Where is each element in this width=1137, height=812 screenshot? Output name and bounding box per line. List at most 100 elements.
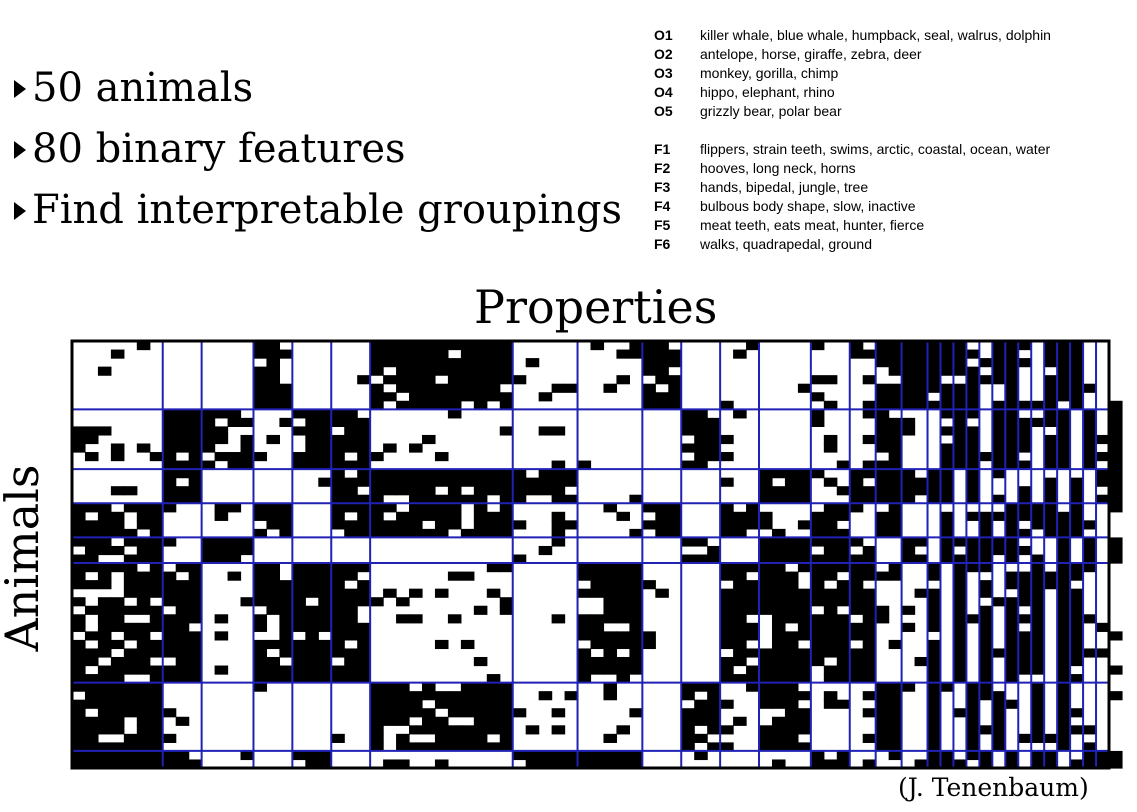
matrix-cell — [84, 674, 99, 684]
matrix-cell — [707, 725, 721, 735]
matrix-cell — [629, 631, 643, 641]
matrix-cell — [1005, 417, 1019, 427]
matrix-cell — [136, 639, 151, 650]
matrix-cell — [707, 452, 721, 462]
matrix-cell — [240, 434, 255, 445]
matrix-cell — [292, 571, 306, 581]
legend-code: F4 — [654, 198, 671, 214]
matrix-cell — [1018, 434, 1032, 445]
matrix-cell — [344, 503, 358, 513]
matrix-cell — [175, 750, 190, 761]
matrix-cell — [1057, 639, 1071, 650]
matrix-cell — [875, 434, 890, 445]
matrix-cell — [681, 409, 695, 419]
matrix-cell — [473, 691, 488, 701]
matrix-cell — [681, 682, 695, 692]
matrix-cell — [253, 682, 268, 692]
matrix-cell — [292, 656, 306, 667]
matrix-cell — [927, 605, 942, 615]
matrix-cell — [668, 375, 682, 385]
matrix-cell — [875, 725, 890, 735]
matrix-cell — [966, 452, 980, 462]
matrix-cell — [97, 580, 112, 590]
matrix-cell — [318, 674, 332, 684]
matrix-cell — [901, 622, 916, 632]
matrix-cell — [1083, 460, 1097, 470]
matrix-cell — [875, 699, 890, 709]
matrix-cell — [318, 563, 332, 573]
matrix-cell — [823, 511, 838, 521]
matrix-cell — [396, 708, 410, 718]
matrix-cell — [888, 520, 903, 530]
matrix-cell — [836, 545, 851, 556]
matrix-cell — [616, 605, 630, 615]
matrix-cell — [616, 349, 630, 359]
matrix-cell — [396, 716, 410, 726]
matrix-cell — [1031, 511, 1045, 521]
matrix-cell — [123, 580, 138, 590]
matrix-cell — [292, 648, 306, 658]
matrix-cell — [953, 460, 968, 470]
matrix-cell — [136, 537, 151, 547]
matrix-cell — [383, 520, 397, 530]
matrix-cell — [318, 588, 332, 598]
matrix-cell — [188, 477, 203, 487]
matrix-cell — [810, 648, 825, 658]
matrix-cell — [901, 349, 916, 359]
matrix-cell — [629, 622, 643, 632]
matrix-cell — [642, 520, 656, 530]
matrix-cell — [629, 563, 643, 573]
matrix-cell — [447, 520, 462, 530]
matrix-cell — [629, 605, 643, 615]
matrix-cell — [253, 366, 268, 376]
matrix-cell — [110, 682, 125, 692]
matrix-cell — [810, 375, 825, 385]
matrix-cell — [875, 409, 890, 419]
matrix-cell — [72, 699, 86, 709]
matrix-cell — [486, 349, 501, 359]
matrix-cell — [966, 682, 980, 692]
matrix-cell — [1005, 631, 1019, 641]
matrix-cell — [927, 597, 942, 607]
matrix-cell — [292, 409, 306, 419]
matrix-cell — [1070, 528, 1084, 539]
matrix-cell — [421, 392, 436, 402]
matrix-cell — [434, 588, 449, 598]
matrix-cell — [836, 622, 851, 632]
matrix-cell — [1096, 648, 1110, 658]
matrix-cell — [862, 639, 877, 650]
triangle-bullet-icon — [14, 79, 26, 98]
matrix-cell — [551, 460, 566, 470]
matrix-cell — [1018, 545, 1032, 556]
matrix-cell — [331, 460, 345, 470]
matrix-cell — [901, 375, 916, 385]
matrix-cell — [344, 409, 358, 419]
matrix-cell — [1005, 383, 1019, 393]
matrix-cell — [849, 563, 864, 573]
matrix-cell — [1070, 494, 1084, 504]
matrix-cell — [551, 511, 566, 521]
matrix-cell — [149, 699, 164, 709]
matrix-cell — [84, 759, 99, 769]
matrix-cell — [875, 708, 890, 718]
matrix-cell — [1057, 426, 1071, 436]
matrix-cell — [966, 494, 980, 504]
bullet-text: Find interpretable groupings — [32, 187, 623, 233]
matrix-cell — [396, 511, 410, 521]
matrix-cell — [84, 545, 99, 556]
matrix-cell — [927, 682, 942, 692]
matrix-cell — [966, 434, 980, 445]
matrix-cell — [110, 452, 125, 462]
matrix-cell — [642, 392, 656, 402]
legend-text: hippo, elephant, rhino — [700, 84, 835, 100]
matrix-cell — [344, 648, 358, 658]
matrix-cell — [1057, 614, 1071, 624]
matrix-cell — [396, 759, 410, 769]
matrix-cell — [681, 417, 695, 427]
matrix-cell — [396, 733, 410, 743]
matrix-cell — [72, 759, 86, 769]
matrix-cell — [1031, 716, 1045, 726]
matrix-cell — [279, 588, 293, 598]
matrix-cell — [279, 614, 293, 624]
matrix-cell — [953, 580, 968, 590]
